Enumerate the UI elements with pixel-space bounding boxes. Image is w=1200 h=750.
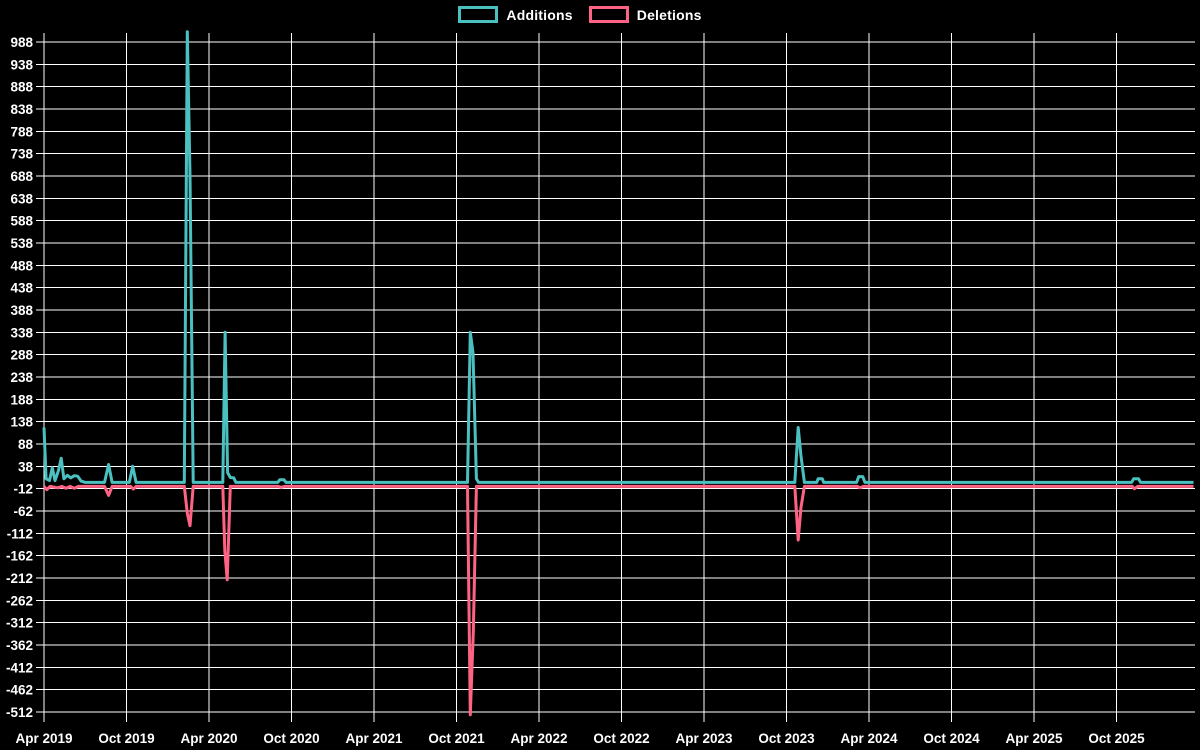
additions-series-line [42,30,1194,484]
x-axis-label: Oct 2022 [593,731,649,746]
y-axis-label: 638 [10,191,33,206]
y-axis-label: -62 [13,504,33,519]
additions-legend-label: Additions [506,6,573,23]
y-axis-label: -362 [6,638,33,653]
y-axis-label: 788 [10,124,33,139]
y-axis-label: -162 [6,549,33,564]
y-axis-label: 238 [10,370,33,385]
y-axis-label: 888 [10,80,33,95]
axis-tick-marks [36,41,1117,722]
y-axis-label: 938 [10,57,33,72]
y-axis-label: -512 [6,705,33,720]
y-axis-label: -112 [7,526,33,541]
data-series [42,30,1194,717]
y-axis-label: 38 [18,459,34,474]
y-axis-label: 288 [10,348,33,363]
x-axis-label: Apr 2020 [180,731,237,746]
x-axis-label: Apr 2019 [15,731,72,746]
x-axis-label: Oct 2020 [263,731,319,746]
additions-legend-swatch-icon [458,6,499,23]
y-axis-label: -312 [6,616,33,631]
y-axis-label: -262 [6,593,33,608]
y-axis-label: 488 [10,258,33,273]
y-axis-label: 88 [18,437,34,452]
y-axis-label: 338 [10,325,33,340]
y-axis-label: 738 [10,147,33,162]
y-axis-label: 388 [10,303,33,318]
y-axis-label: -12 [13,482,33,497]
x-axis-label: Oct 2025 [1088,731,1145,746]
y-axis-label: 538 [10,236,33,251]
legend-item-additions[interactable]: Additions [458,6,573,23]
y-axis-label: 588 [10,214,33,229]
y-axis-label: 838 [10,102,33,117]
legend-item-deletions[interactable]: Deletions [588,6,702,23]
y-axis-label: -412 [6,660,33,675]
deletions-legend-label: Deletions [636,6,702,23]
x-axis-label: Oct 2021 [428,731,485,746]
y-axis-label: 138 [10,415,33,430]
y-axis-label: 688 [10,169,33,184]
x-axis-label: Apr 2025 [1005,731,1063,746]
x-axis-label: Apr 2024 [840,731,898,746]
x-axis-label: Apr 2021 [345,731,403,746]
chart-legend: Additions Deletions [0,6,1160,23]
y-axis-label: 988 [10,35,33,50]
x-axis-label: Apr 2023 [675,731,733,746]
x-axis-label: Oct 2024 [923,731,980,746]
y-axis-label: 188 [10,392,33,407]
x-axis-label: Oct 2023 [758,731,815,746]
x-axis-label: Oct 2019 [98,731,154,746]
y-axis-label: -462 [6,683,33,698]
axis-tick-labels: 988 938 888 838 788 738 688 638 588 538 488 438 388 3… [6,35,1145,746]
x-axis-label: Apr 2022 [510,731,567,746]
y-axis-label: -212 [6,571,33,586]
y-axis-label: 438 [10,281,33,296]
deletions-series-line [42,484,1194,717]
grid-lines [43,33,1195,713]
deletions-legend-swatch-icon [588,6,629,23]
